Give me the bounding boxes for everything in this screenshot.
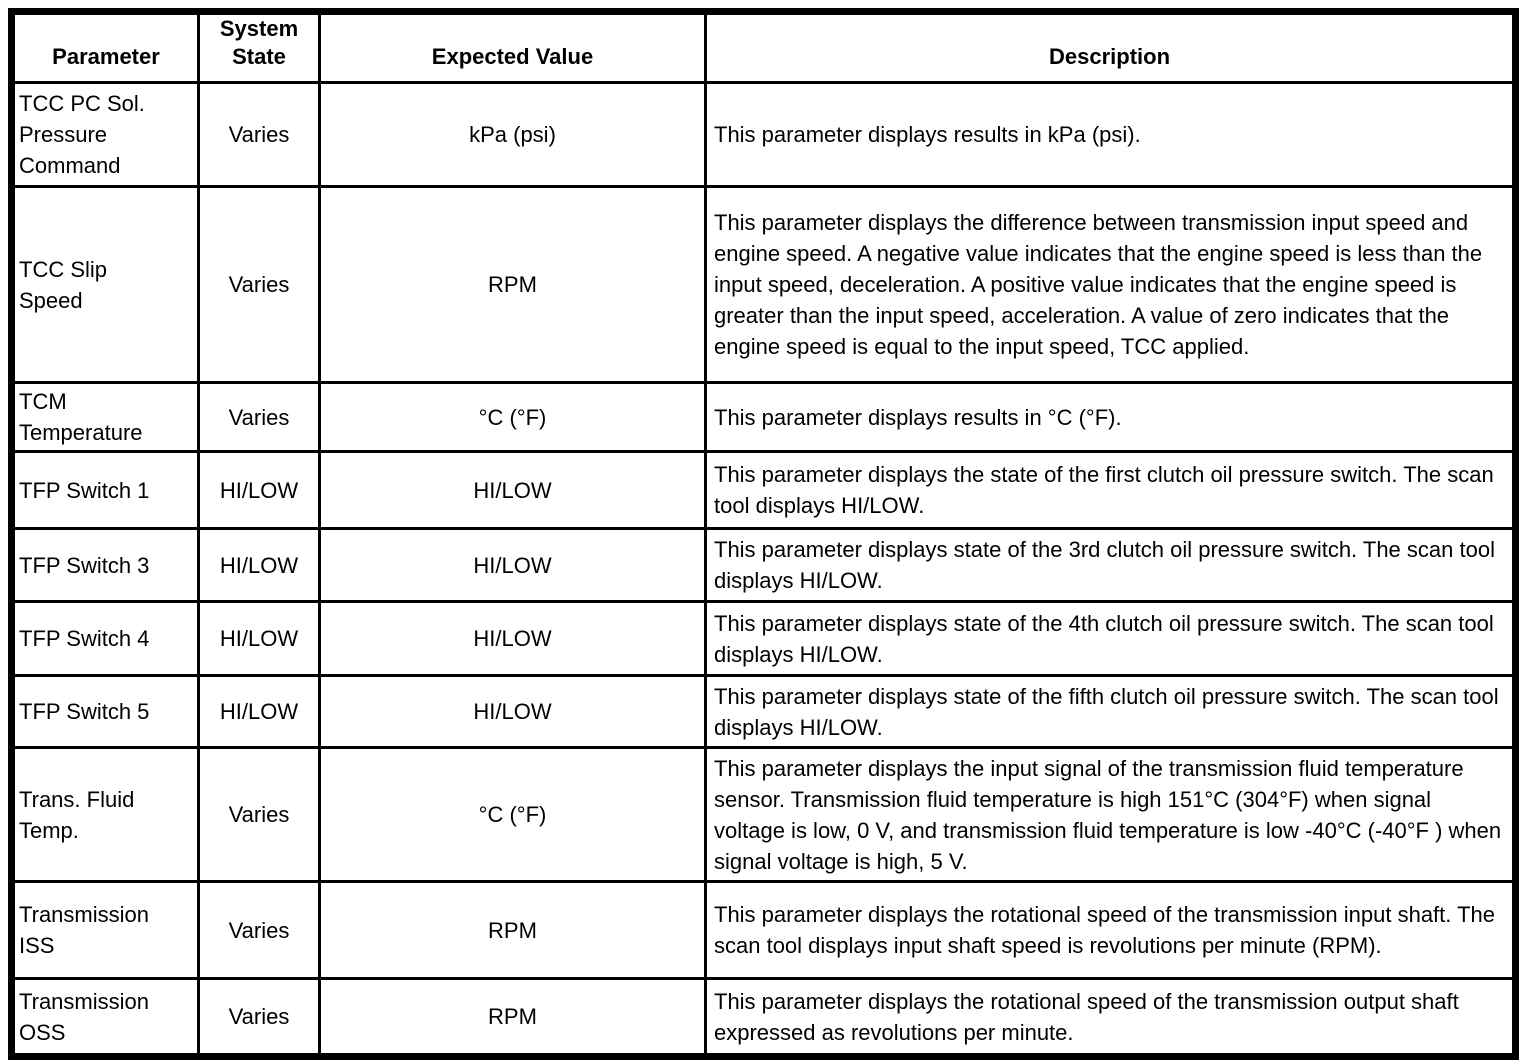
header-expected-value: Expected Value <box>318 10 707 84</box>
cell-system-state: Varies <box>197 81 321 188</box>
header-parameter: Parameter <box>10 10 200 84</box>
cell-parameter: TFP Switch 4 <box>10 600 200 677</box>
header-description: Description <box>704 10 1517 84</box>
cell-description: This parameter displays the difference b… <box>704 185 1517 384</box>
cell-parameter: TFP Switch 5 <box>10 674 200 749</box>
cell-system-state: Varies <box>197 381 321 453</box>
cell-description: This parameter displays results in kPa (… <box>704 81 1517 188</box>
cell-description: This parameter displays the rotational s… <box>704 880 1517 980</box>
table-row: TFP Switch 3 HI/LOW HI/LOW This paramete… <box>10 527 1517 603</box>
cell-expected-value: RPM <box>318 880 707 980</box>
cell-system-state: Varies <box>197 977 321 1058</box>
cell-parameter: TFP Switch 1 <box>10 450 200 530</box>
cell-description: This parameter displays the input signal… <box>704 746 1517 883</box>
cell-expected-value: kPa (psi) <box>318 81 707 188</box>
cell-description: This parameter displays the state of the… <box>704 450 1517 530</box>
cell-description: This parameter displays results in °C (°… <box>704 381 1517 453</box>
cell-system-state: HI/LOW <box>197 674 321 749</box>
cell-system-state: Varies <box>197 880 321 980</box>
table-row: TFP Switch 4 HI/LOW HI/LOW This paramete… <box>10 600 1517 677</box>
cell-parameter: Transmission OSS <box>10 977 200 1058</box>
cell-parameter: TCC Slip Speed <box>10 185 200 384</box>
cell-expected-value: HI/LOW <box>318 450 707 530</box>
cell-description: This parameter displays state of the 4th… <box>704 600 1517 677</box>
cell-system-state: Varies <box>197 746 321 883</box>
table-header-row: Parameter System State Expected Value De… <box>10 10 1517 84</box>
table-row: Transmission OSS Varies RPM This paramet… <box>10 977 1517 1058</box>
cell-expected-value: HI/LOW <box>318 527 707 603</box>
cell-description: This parameter displays the rotational s… <box>704 977 1517 1058</box>
header-system-state: System State <box>197 10 321 84</box>
cell-description: This parameter displays state of the fif… <box>704 674 1517 749</box>
cell-system-state: HI/LOW <box>197 527 321 603</box>
cell-expected-value: RPM <box>318 977 707 1058</box>
table-row: TCM Temperature Varies °C (°F) This para… <box>10 381 1517 453</box>
cell-parameter: TFP Switch 3 <box>10 527 200 603</box>
table-row: TCC PC Sol. Pressure Command Varies kPa … <box>10 81 1517 188</box>
cell-expected-value: HI/LOW <box>318 600 707 677</box>
table-row: TFP Switch 5 HI/LOW HI/LOW This paramete… <box>10 674 1517 749</box>
cell-parameter: TCM Temperature <box>10 381 200 453</box>
cell-expected-value: RPM <box>318 185 707 384</box>
cell-system-state: HI/LOW <box>197 450 321 530</box>
cell-system-state: HI/LOW <box>197 600 321 677</box>
table-row: Transmission ISS Varies RPM This paramet… <box>10 880 1517 980</box>
parameter-data-table: Parameter System State Expected Value De… <box>8 8 1519 1060</box>
table-row: TFP Switch 1 HI/LOW HI/LOW This paramete… <box>10 450 1517 530</box>
cell-parameter: Transmission ISS <box>10 880 200 980</box>
table-row: Trans. Fluid Temp. Varies °C (°F) This p… <box>10 746 1517 883</box>
cell-description: This parameter displays state of the 3rd… <box>704 527 1517 603</box>
cell-expected-value: HI/LOW <box>318 674 707 749</box>
table-row: TCC Slip Speed Varies RPM This parameter… <box>10 185 1517 384</box>
cell-system-state: Varies <box>197 185 321 384</box>
cell-parameter: Trans. Fluid Temp. <box>10 746 200 883</box>
cell-expected-value: °C (°F) <box>318 381 707 453</box>
cell-parameter: TCC PC Sol. Pressure Command <box>10 81 200 188</box>
cell-expected-value: °C (°F) <box>318 746 707 883</box>
